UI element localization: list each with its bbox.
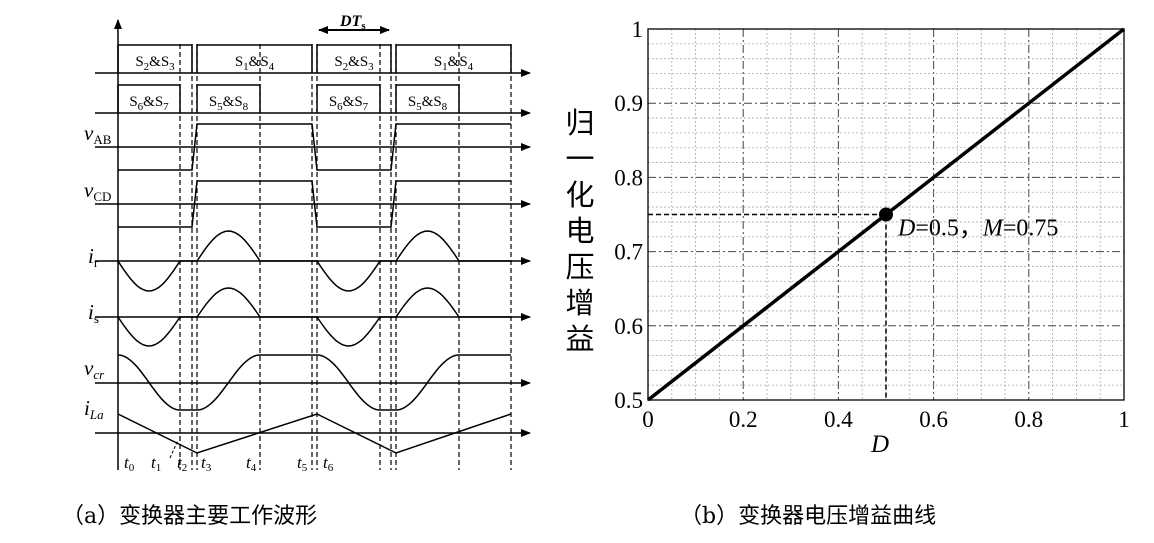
time-label: t5 — [297, 453, 308, 474]
switch-label: S5&S8 — [408, 94, 448, 113]
time-label: t2 — [177, 453, 187, 474]
time-label: t0 — [124, 453, 135, 474]
switch-label: S6&S7 — [329, 94, 369, 113]
switch-label: S2&S3 — [334, 54, 374, 73]
caption-b: （b）变换器电压增益曲线 — [680, 504, 937, 529]
vcr-waveform — [117, 354, 511, 411]
svg-text:化: 化 — [565, 179, 594, 212]
signal-label: iLa — [84, 396, 104, 422]
y-tick-label: 0.6 — [614, 314, 643, 339]
x-tick-label: 0.4 — [824, 407, 853, 432]
gain-line — [646, 27, 1126, 402]
y-tick-label: 0.5 — [614, 388, 643, 413]
y-tick-label: 1 — [632, 17, 644, 42]
x-axis-label: D — [870, 431, 889, 458]
x-tick-label: 1 — [1118, 407, 1130, 432]
signal-label: vCD — [84, 178, 111, 204]
switch-label: S2&S3 — [135, 54, 175, 73]
marker-guide-lines — [648, 213, 887, 400]
svg-text:压: 压 — [565, 252, 594, 284]
svg-text:一: 一 — [565, 144, 594, 176]
switch-label: S1&S4 — [235, 54, 275, 73]
switch-label: S5&S8 — [209, 94, 249, 113]
svg-text:益: 益 — [565, 323, 594, 356]
signal-label: ir — [88, 244, 99, 270]
switch-on-interval — [395, 44, 512, 73]
operating-point-annotation: D=0.5，M=0.75 — [897, 216, 1058, 242]
period-label: DTs — [339, 13, 366, 32]
x-tick-label: 0.8 — [1014, 407, 1043, 432]
signal-label: vcr — [84, 356, 105, 382]
vab-waveform — [118, 123, 511, 171]
switch-on-interval — [117, 44, 193, 73]
svg-text:电: 电 — [565, 215, 594, 248]
svg-text:归: 归 — [565, 107, 594, 140]
time-label: t1 — [151, 453, 161, 474]
x-tick-label: 0 — [642, 407, 654, 432]
caption-a: （a）变换器主要工作波形 — [62, 504, 318, 529]
x-tick-label: 0.2 — [729, 407, 758, 432]
waveform-diagram: S2&S3 S1&S4 S2&S3 S1&S4 S6&S7 S5&S8 S6&S7 S5&S8… — [84, 13, 531, 474]
operating-point-marker — [879, 207, 893, 222]
ila-waveform — [117, 413, 512, 454]
time-label: t3 — [201, 453, 212, 474]
time-label: t4 — [246, 453, 257, 474]
x-tick-label: 0.6 — [919, 407, 948, 432]
is-waveform — [117, 287, 511, 347]
y-tick-label: 0.9 — [614, 91, 643, 116]
svg-text:增: 增 — [565, 287, 594, 320]
period-arrow: DTs — [318, 13, 390, 34]
switch-label: S1&S4 — [434, 54, 474, 73]
signal-label: is — [88, 300, 99, 326]
grid — [648, 29, 1124, 400]
switch-on-interval — [196, 84, 261, 113]
vcd-waveform — [118, 180, 511, 228]
ir-waveform — [117, 230, 511, 292]
signal-label: vAB — [84, 121, 112, 147]
switch-on-interval — [316, 84, 381, 113]
switch-on-interval — [196, 44, 313, 73]
switch-on-interval — [316, 44, 392, 73]
time-label: t6 — [323, 453, 334, 474]
switch-on-interval — [395, 84, 460, 113]
y-tick-label: 0.7 — [614, 240, 643, 265]
plot-frame — [647, 28, 1125, 401]
switch-label: S6&S7 — [129, 94, 169, 113]
y-tick-label: 0.8 — [614, 165, 643, 190]
switch-on-interval — [117, 84, 181, 113]
